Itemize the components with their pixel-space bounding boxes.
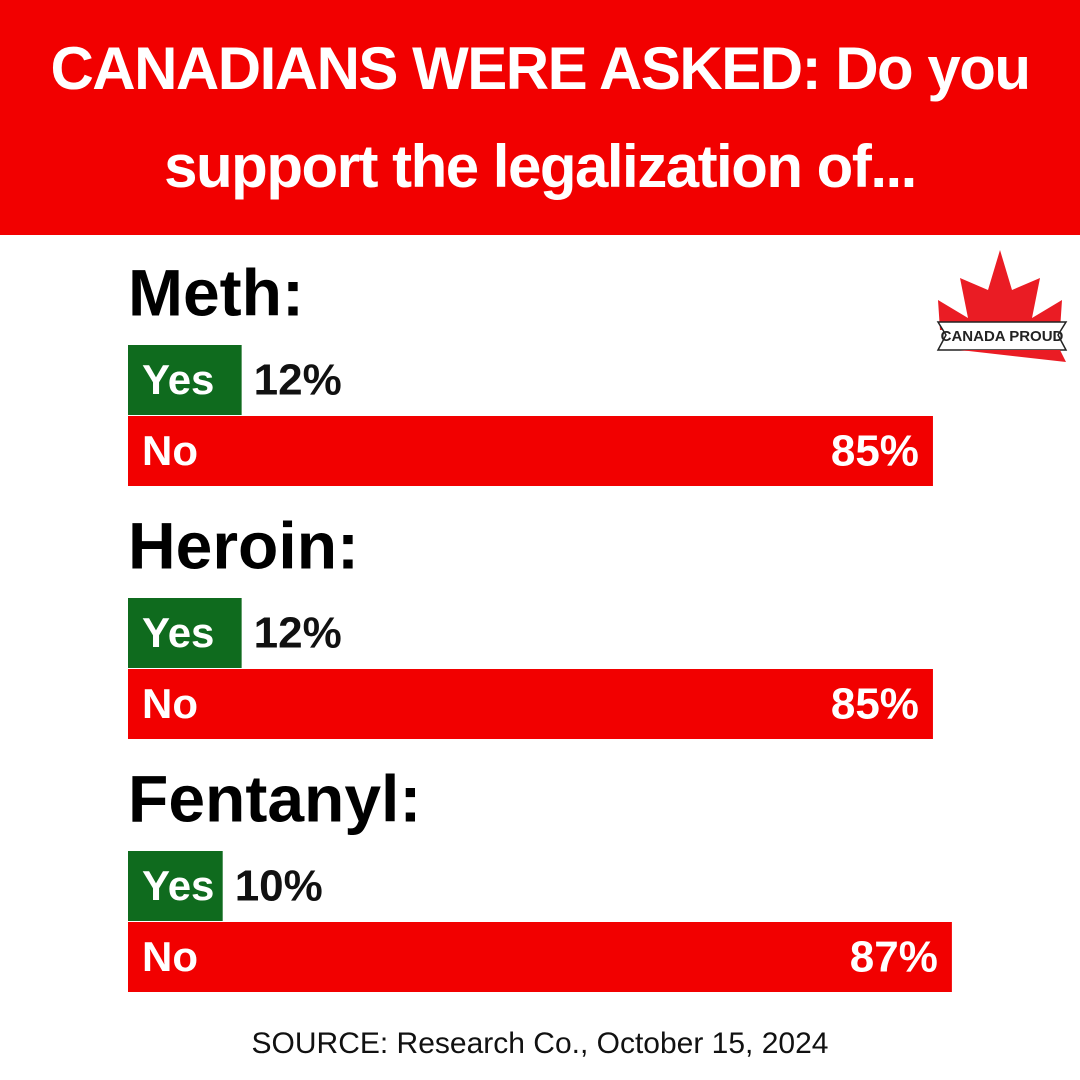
value-label: 12% bbox=[254, 609, 342, 658]
bar bbox=[128, 922, 952, 992]
value-label: 12% bbox=[254, 356, 342, 405]
chart-title: CANADIANS WERE ASKED: Do you support the… bbox=[50, 34, 1031, 200]
value-label: 10% bbox=[235, 862, 323, 911]
category-label: Heroin: bbox=[128, 508, 359, 582]
category-label: Meth: bbox=[128, 255, 304, 329]
bar bbox=[128, 416, 933, 486]
series-label: Yes bbox=[142, 356, 214, 403]
bar bbox=[128, 345, 242, 415]
bar bbox=[128, 669, 933, 739]
logo-stem bbox=[960, 350, 1066, 362]
source: SOURCE: Research Co., October 15, 2024 bbox=[252, 1027, 829, 1060]
category-label: Fentanyl: bbox=[128, 761, 421, 835]
bar bbox=[128, 851, 223, 921]
value-label: 85% bbox=[831, 680, 919, 729]
series-label: No bbox=[142, 680, 198, 727]
value-label: 87% bbox=[850, 933, 938, 982]
logo: CANADA PROUD bbox=[936, 250, 1068, 362]
series-label: Yes bbox=[142, 609, 214, 656]
header: CANADIANS WERE ASKED: Do you support the… bbox=[0, 0, 1080, 235]
value-label: 85% bbox=[831, 427, 919, 476]
series-label: Yes bbox=[142, 862, 214, 909]
logo-banner bbox=[936, 321, 1068, 351]
series-label: No bbox=[142, 933, 198, 980]
series-label: No bbox=[142, 427, 198, 474]
bar bbox=[128, 598, 242, 668]
logo-text: CANADA PROUD bbox=[941, 328, 1064, 345]
maple-leaf bbox=[938, 250, 1062, 330]
